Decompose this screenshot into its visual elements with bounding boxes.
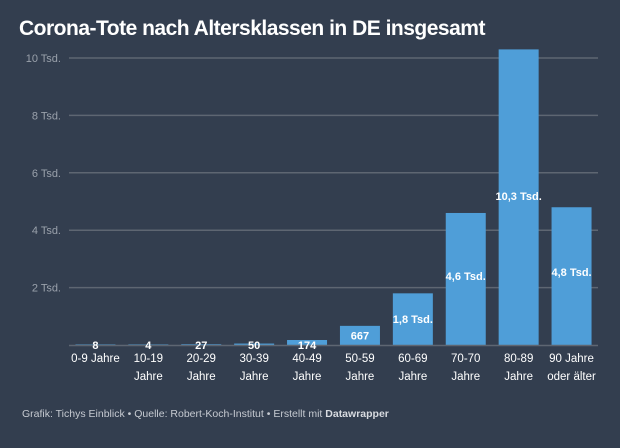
value-label: 10,3 Tsd. bbox=[496, 191, 542, 203]
category-label: oder älter bbox=[547, 371, 596, 383]
value-labels: 8 4 27 50 174 667 1,8 Tsd. 4,6 Tsd. 10,3 Tsd. 4,8… bbox=[92, 191, 591, 352]
value-label: 4 bbox=[145, 340, 152, 352]
category-label: 90 Jahre bbox=[549, 353, 594, 365]
category-label: 10-19 bbox=[134, 353, 163, 365]
value-label: 4,8 Tsd. bbox=[551, 267, 591, 279]
footer-separator: • bbox=[127, 408, 132, 420]
bar bbox=[445, 212, 486, 345]
footer-separator: • bbox=[266, 408, 271, 420]
bar bbox=[551, 207, 592, 345]
category-label: 0-9 Jahre bbox=[71, 353, 120, 365]
y-tick-label: 2 Tsd. bbox=[32, 283, 61, 295]
category-label: 40-49 bbox=[292, 353, 321, 365]
bar bbox=[181, 344, 222, 345]
bars bbox=[75, 49, 592, 345]
x-axis-category-labels: 0-9 Jahre 10-19 Jahre 20-29 Jahre 30-39 Jahre 4… bbox=[71, 353, 596, 383]
footer-created-with: Erstellt mit bbox=[273, 408, 323, 420]
bar bbox=[75, 344, 116, 345]
category-label: Jahre bbox=[398, 371, 427, 383]
category-label: Jahre bbox=[134, 371, 163, 383]
footer-credits: Grafik: Tichys Einblick • Quelle: Robert… bbox=[22, 408, 389, 420]
y-axis-tick-labels: 2 Tsd. 4 Tsd. 6 Tsd. 8 Tsd. 10 Tsd. bbox=[26, 53, 61, 295]
chart-title: Corona-Tote nach Altersklassen in DE ins… bbox=[19, 17, 485, 40]
category-label: Jahre bbox=[504, 371, 533, 383]
y-tick-label: 8 Tsd. bbox=[32, 110, 61, 122]
footer-graphic-credit: Grafik: Tichys Einblick bbox=[22, 408, 125, 420]
category-label: Jahre bbox=[187, 371, 216, 383]
category-label: Jahre bbox=[293, 371, 322, 383]
category-label: Jahre bbox=[346, 371, 375, 383]
value-label: 50 bbox=[248, 340, 260, 352]
category-label: 30-39 bbox=[239, 353, 268, 365]
y-tick-label: 6 Tsd. bbox=[32, 168, 61, 180]
y-tick-label: 4 Tsd. bbox=[32, 225, 61, 237]
bar bbox=[128, 344, 169, 345]
category-label: Jahre bbox=[451, 371, 480, 383]
footer-datawrapper-link[interactable]: Datawrapper bbox=[325, 408, 389, 420]
value-label: 667 bbox=[351, 330, 369, 342]
y-tick-label: 10 Tsd. bbox=[26, 53, 61, 65]
bar bbox=[498, 49, 539, 345]
category-label: Jahre bbox=[240, 371, 269, 383]
category-label: 60-69 bbox=[398, 353, 427, 365]
value-label: 27 bbox=[195, 340, 207, 352]
category-label: 20-29 bbox=[187, 353, 216, 365]
value-label: 8 bbox=[92, 340, 98, 352]
bar bbox=[234, 343, 275, 345]
category-label: 70-70 bbox=[451, 353, 480, 365]
value-label: 174 bbox=[298, 340, 317, 352]
category-label: 50-59 bbox=[345, 353, 374, 365]
category-label: 80-89 bbox=[504, 353, 533, 365]
bar bbox=[339, 325, 380, 345]
footer-source: Quelle: Robert-Koch-Institut bbox=[134, 408, 264, 420]
bar bbox=[287, 340, 328, 345]
value-label: 1,8 Tsd. bbox=[393, 314, 433, 326]
bar bbox=[392, 293, 433, 345]
value-label: 4,6 Tsd. bbox=[446, 271, 486, 283]
